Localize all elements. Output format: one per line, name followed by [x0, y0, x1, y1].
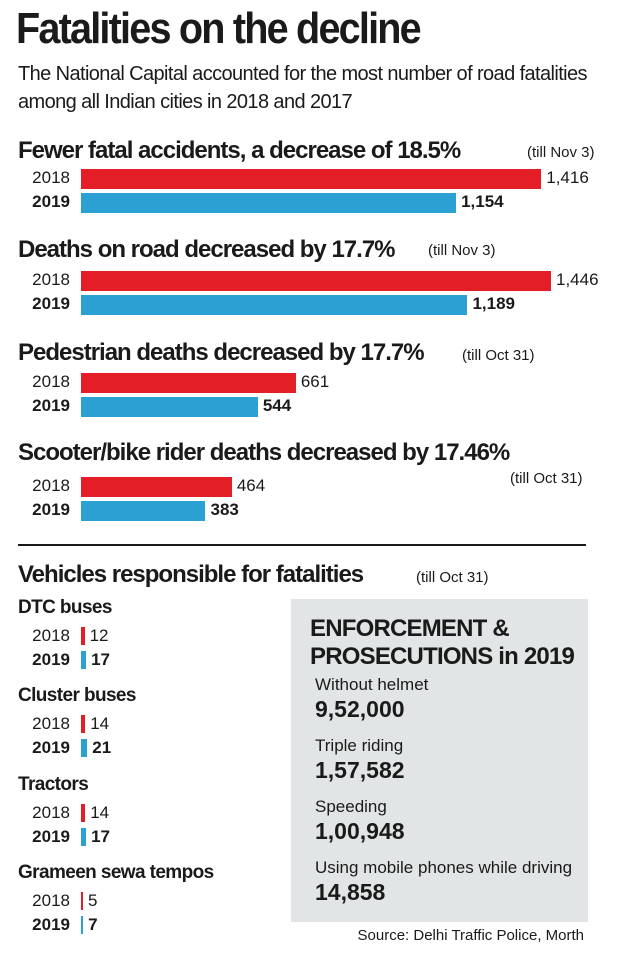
- bar: [81, 739, 88, 757]
- bar-year-label: 2019: [32, 915, 70, 934]
- bar-year-label: 2019: [32, 500, 70, 519]
- enforcement-title-line2: PROSECUTIONS in 2019: [310, 643, 575, 670]
- bar-value-label: 5: [88, 891, 98, 910]
- bar-value-label: 21: [92, 738, 112, 757]
- bar: [81, 627, 85, 645]
- enforcement-title: ENFORCEMENT & PROSECUTIONS in 2019: [310, 615, 575, 671]
- bar: [81, 651, 87, 669]
- bar: [81, 828, 87, 846]
- vehicle-group-label: Cluster buses: [18, 685, 136, 706]
- bar-year-label: 2018: [32, 626, 70, 645]
- bar-value-label: 383: [210, 500, 239, 519]
- enforcement-value: 14,858: [315, 879, 386, 905]
- bar: [81, 477, 232, 497]
- chart-period: (till Oct 31): [510, 470, 583, 487]
- bar: [81, 193, 457, 213]
- vehicle-group-label: DTC buses: [18, 597, 112, 618]
- bar: [81, 397, 258, 417]
- bar-value-label: 464: [236, 476, 266, 495]
- enforcement-label: Using mobile phones while driving: [315, 858, 573, 877]
- bar: [81, 916, 84, 934]
- bar: [81, 804, 86, 822]
- bar-year-label: 2018: [32, 168, 70, 187]
- bar-value-label: 661: [300, 372, 330, 391]
- bar-value-label: 17: [91, 827, 111, 846]
- enforcement-label: Speeding: [315, 797, 387, 816]
- bar: [81, 501, 206, 521]
- bar-year-label: 2019: [32, 827, 70, 846]
- vehicle-group-label: Tractors: [18, 774, 89, 795]
- bar-value-label: 1,154: [461, 192, 504, 211]
- chart-period: (till Oct 31): [416, 569, 489, 586]
- enforcement-label: Without helmet: [315, 675, 429, 694]
- chart-period: (till Nov 3): [527, 144, 595, 161]
- chart-period: (till Oct 31): [462, 347, 535, 364]
- vehicle-group-label: Grameen sewa tempos: [18, 862, 214, 883]
- bar: [81, 892, 83, 910]
- enforcement-label: Triple riding: [315, 736, 404, 755]
- bar-year-label: 2019: [32, 396, 70, 415]
- enforcement-title-line1: ENFORCEMENT &: [310, 615, 510, 642]
- bar-year-label: 2018: [32, 714, 70, 733]
- bar-year-label: 2019: [32, 738, 70, 757]
- bar: [81, 271, 551, 291]
- bar-year-label: 2019: [32, 192, 70, 211]
- source-note: Source: Delhi Traffic Police, Morth: [357, 927, 584, 944]
- bar-value-label: 544: [262, 396, 292, 415]
- bar-value-label: 1,189: [472, 294, 515, 313]
- chart-title: Scooter/bike rider deaths decreased by 1…: [18, 439, 510, 466]
- bar-year-label: 2019: [32, 294, 70, 313]
- enforcement-value: 1,57,582: [315, 757, 405, 783]
- bar: [81, 715, 86, 733]
- section-divider: [18, 544, 586, 546]
- chart-period: (till Nov 3): [428, 242, 496, 259]
- chart-title: Vehicles responsible for fatalities: [18, 561, 364, 588]
- page-title: Fatalities on the decline: [16, 4, 422, 53]
- bar-year-label: 2018: [32, 372, 70, 391]
- bar-value-label: 7: [88, 915, 98, 934]
- bar-year-label: 2019: [32, 650, 70, 669]
- chart-title: Fewer fatal accidents, a decrease of 18.…: [18, 137, 461, 164]
- bar: [81, 295, 468, 315]
- bar: [81, 373, 296, 393]
- chart-title: Deaths on road decreased by 17.7%: [18, 236, 395, 263]
- bar-value-label: 12: [89, 626, 109, 645]
- bar-year-label: 2018: [32, 270, 70, 289]
- chart-title: Pedestrian deaths decreased by 17.7%: [18, 339, 425, 366]
- bar-year-label: 2018: [32, 476, 70, 495]
- enforcement-value: 9,52,000: [315, 696, 405, 722]
- bar-year-label: 2018: [32, 803, 70, 822]
- bar-value-label: 1,446: [556, 270, 599, 289]
- bar-value-label: 14: [90, 803, 110, 822]
- enforcement-value: 1,00,948: [315, 818, 405, 844]
- page-subtitle: The National Capital accounted for the m…: [18, 63, 588, 113]
- bar-value-label: 17: [91, 650, 111, 669]
- bar-value-label: 1,416: [546, 168, 589, 187]
- bar: [81, 169, 542, 189]
- enforcement-box: ENFORCEMENT & PROSECUTIONS in 2019 Witho…: [291, 599, 588, 922]
- bar-year-label: 2018: [32, 891, 70, 910]
- bar-value-label: 14: [90, 714, 110, 733]
